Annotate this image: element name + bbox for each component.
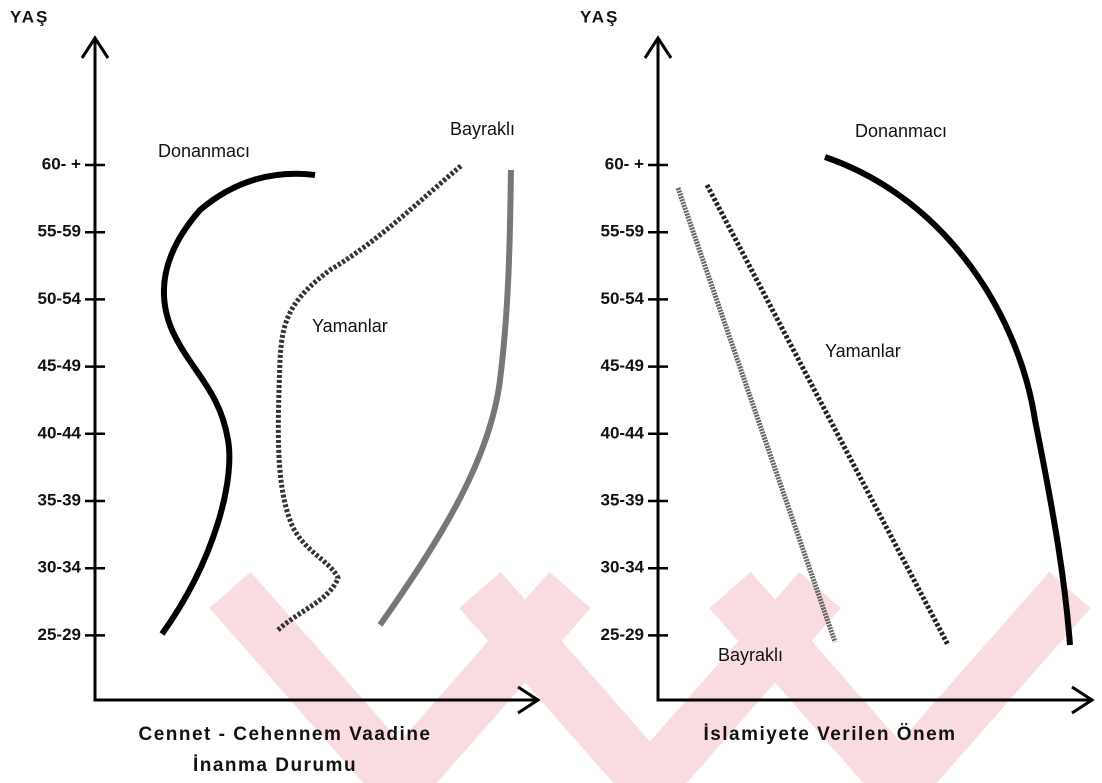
curve-label: Donanmacı (158, 141, 250, 161)
y-tick-label: 45-49 (601, 356, 644, 375)
y-tick-label: 50-54 (38, 289, 82, 308)
y-axis-label: YAŞ (10, 7, 49, 26)
y-tick-label: 60- + (605, 154, 644, 173)
y-tick-label: 30-34 (601, 558, 645, 577)
curve-yamanlar (704, 183, 951, 647)
curve-bayrakli (675, 187, 838, 643)
watermark-chevron (459, 571, 841, 783)
y-tick-label: 35-39 (38, 490, 81, 509)
y-tick-label: 40-44 (601, 423, 645, 442)
y-tick-label: 25-29 (601, 625, 644, 644)
axis-arrows (80, 35, 541, 715)
curve-yamanlar (275, 163, 464, 632)
axes (93, 40, 535, 702)
x-axis-title: İslamiyete Verilen Önem (703, 724, 956, 745)
y-tick-label: 55-59 (601, 222, 644, 241)
curve-label: Yamanlar (825, 341, 901, 361)
y-tick-label: 55-59 (38, 222, 81, 241)
curve-label: Bayraklı (450, 119, 515, 139)
y-tick-label: 30-34 (38, 558, 82, 577)
axis-arrows (643, 35, 1095, 715)
curve-label: Bayraklı (718, 645, 783, 665)
y-tick-label: 60- + (42, 154, 81, 173)
axes (656, 40, 1090, 702)
x-axis-title: Cennet - Cehennem Vaadine (138, 724, 431, 745)
y-tick-label: 45-49 (38, 356, 81, 375)
y-tick-label: 40-44 (38, 423, 82, 442)
y-tick-label: 50-54 (601, 289, 645, 308)
right-chart: YAŞ Donanmacı Yamanlar Bayraklı İslamiye… (580, 7, 1095, 745)
y-tick-label: 35-39 (601, 490, 644, 509)
watermark (209, 571, 1091, 783)
curve-donanmaci (159, 170, 316, 636)
y-tick-label: 25-29 (38, 625, 81, 644)
curve-label: Yamanlar (312, 316, 388, 336)
left-chart: YAŞ Donanmacı Bayraklı Yamanlar Cennet -… (10, 7, 541, 776)
curve-label: Donanmacı (855, 121, 947, 141)
watermark-chevron (709, 571, 1091, 783)
y-axis-label: YAŞ (580, 7, 619, 26)
curve-donanmaci (824, 154, 1073, 646)
watermark-chevron (209, 571, 591, 783)
x-axis-title: İnanma Durumu (193, 755, 357, 776)
curve-bayrakli (377, 169, 514, 627)
